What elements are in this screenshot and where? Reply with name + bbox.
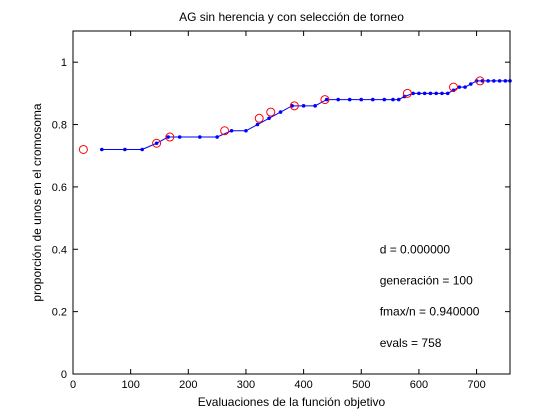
best-point-marker — [254, 113, 264, 123]
series-point — [301, 104, 306, 108]
series-point — [492, 79, 496, 83]
series-point — [463, 85, 467, 89]
series-point — [177, 135, 182, 139]
x-tick-label: 0 — [70, 379, 76, 391]
series-point — [417, 91, 421, 96]
chart-title: AG sin herencia y con selección de torne… — [179, 10, 404, 24]
series-point — [428, 91, 433, 96]
series-point — [445, 91, 450, 96]
annotation-evals: evals = 758 — [380, 336, 442, 350]
best-point-marker — [320, 95, 330, 105]
series-point — [391, 97, 395, 102]
best-point-marker — [78, 144, 88, 154]
x-axis-title: Evaluaciones de la función objetivo — [198, 395, 386, 409]
series-point — [347, 97, 352, 102]
y-tick-label: 0.8 — [52, 120, 67, 132]
x-tick-label: 300 — [237, 379, 255, 391]
series-point — [359, 97, 364, 102]
series-point — [154, 141, 159, 146]
annotation-layer: d = 0.000000 generación = 100 fmax/n = 0… — [380, 242, 480, 350]
series-point — [480, 79, 485, 83]
series-point — [313, 104, 317, 108]
series-point — [396, 97, 401, 102]
best-point-marker — [266, 107, 276, 117]
series-point — [370, 97, 375, 102]
best-point-marker — [289, 101, 299, 111]
series-point — [215, 135, 219, 139]
series-point — [468, 82, 473, 86]
series-point — [229, 128, 234, 133]
series-point — [290, 104, 294, 108]
series-point — [244, 128, 248, 133]
series-point — [497, 79, 502, 83]
x-tick-label: 200 — [179, 379, 197, 391]
series-point — [336, 97, 340, 102]
series-point — [166, 135, 170, 139]
series-point — [123, 147, 127, 152]
x-tick-label: 500 — [352, 379, 370, 391]
best-point-marker — [220, 126, 230, 136]
y-axis-title: proporción de unos en el cromosoma — [30, 103, 44, 301]
annotation-generation: generación = 100 — [380, 273, 473, 287]
series-point — [255, 122, 260, 127]
best-point-marker — [475, 76, 485, 86]
series-point — [486, 79, 490, 83]
x-tick-label: 600 — [410, 379, 428, 391]
best-point-marker — [165, 132, 175, 142]
best-point-marker — [402, 88, 412, 98]
series-layer — [78, 76, 512, 154]
best-point-marker — [152, 138, 162, 148]
series-point — [140, 147, 144, 152]
y-tick-label: 0.6 — [52, 182, 67, 194]
series-point — [278, 110, 283, 114]
x-tick-label: 100 — [121, 379, 139, 391]
series-point — [382, 97, 387, 102]
x-tick-label: 700 — [467, 379, 485, 391]
series-point — [422, 91, 427, 96]
y-tick-label: 0 — [61, 369, 67, 381]
plot-area — [73, 31, 510, 374]
series-point — [267, 116, 271, 121]
plot-frame — [72, 30, 511, 375]
y-tick-label: 0.2 — [52, 307, 67, 319]
best-point-marker — [449, 82, 459, 92]
annotation-fmax: fmax/n = 0.940000 — [380, 305, 480, 319]
x-tick-label: 400 — [294, 379, 312, 391]
series-point — [457, 85, 462, 89]
series-point — [324, 97, 329, 102]
series-point — [440, 91, 444, 96]
annotation-distance: d = 0.000000 — [380, 242, 451, 256]
y-tick-label: 1 — [61, 57, 67, 69]
series-point — [100, 147, 104, 152]
series-point — [198, 135, 202, 139]
series-point — [503, 79, 508, 83]
series-point — [434, 91, 439, 96]
y-tick-label: 0.4 — [52, 244, 67, 256]
series-point — [411, 91, 415, 96]
